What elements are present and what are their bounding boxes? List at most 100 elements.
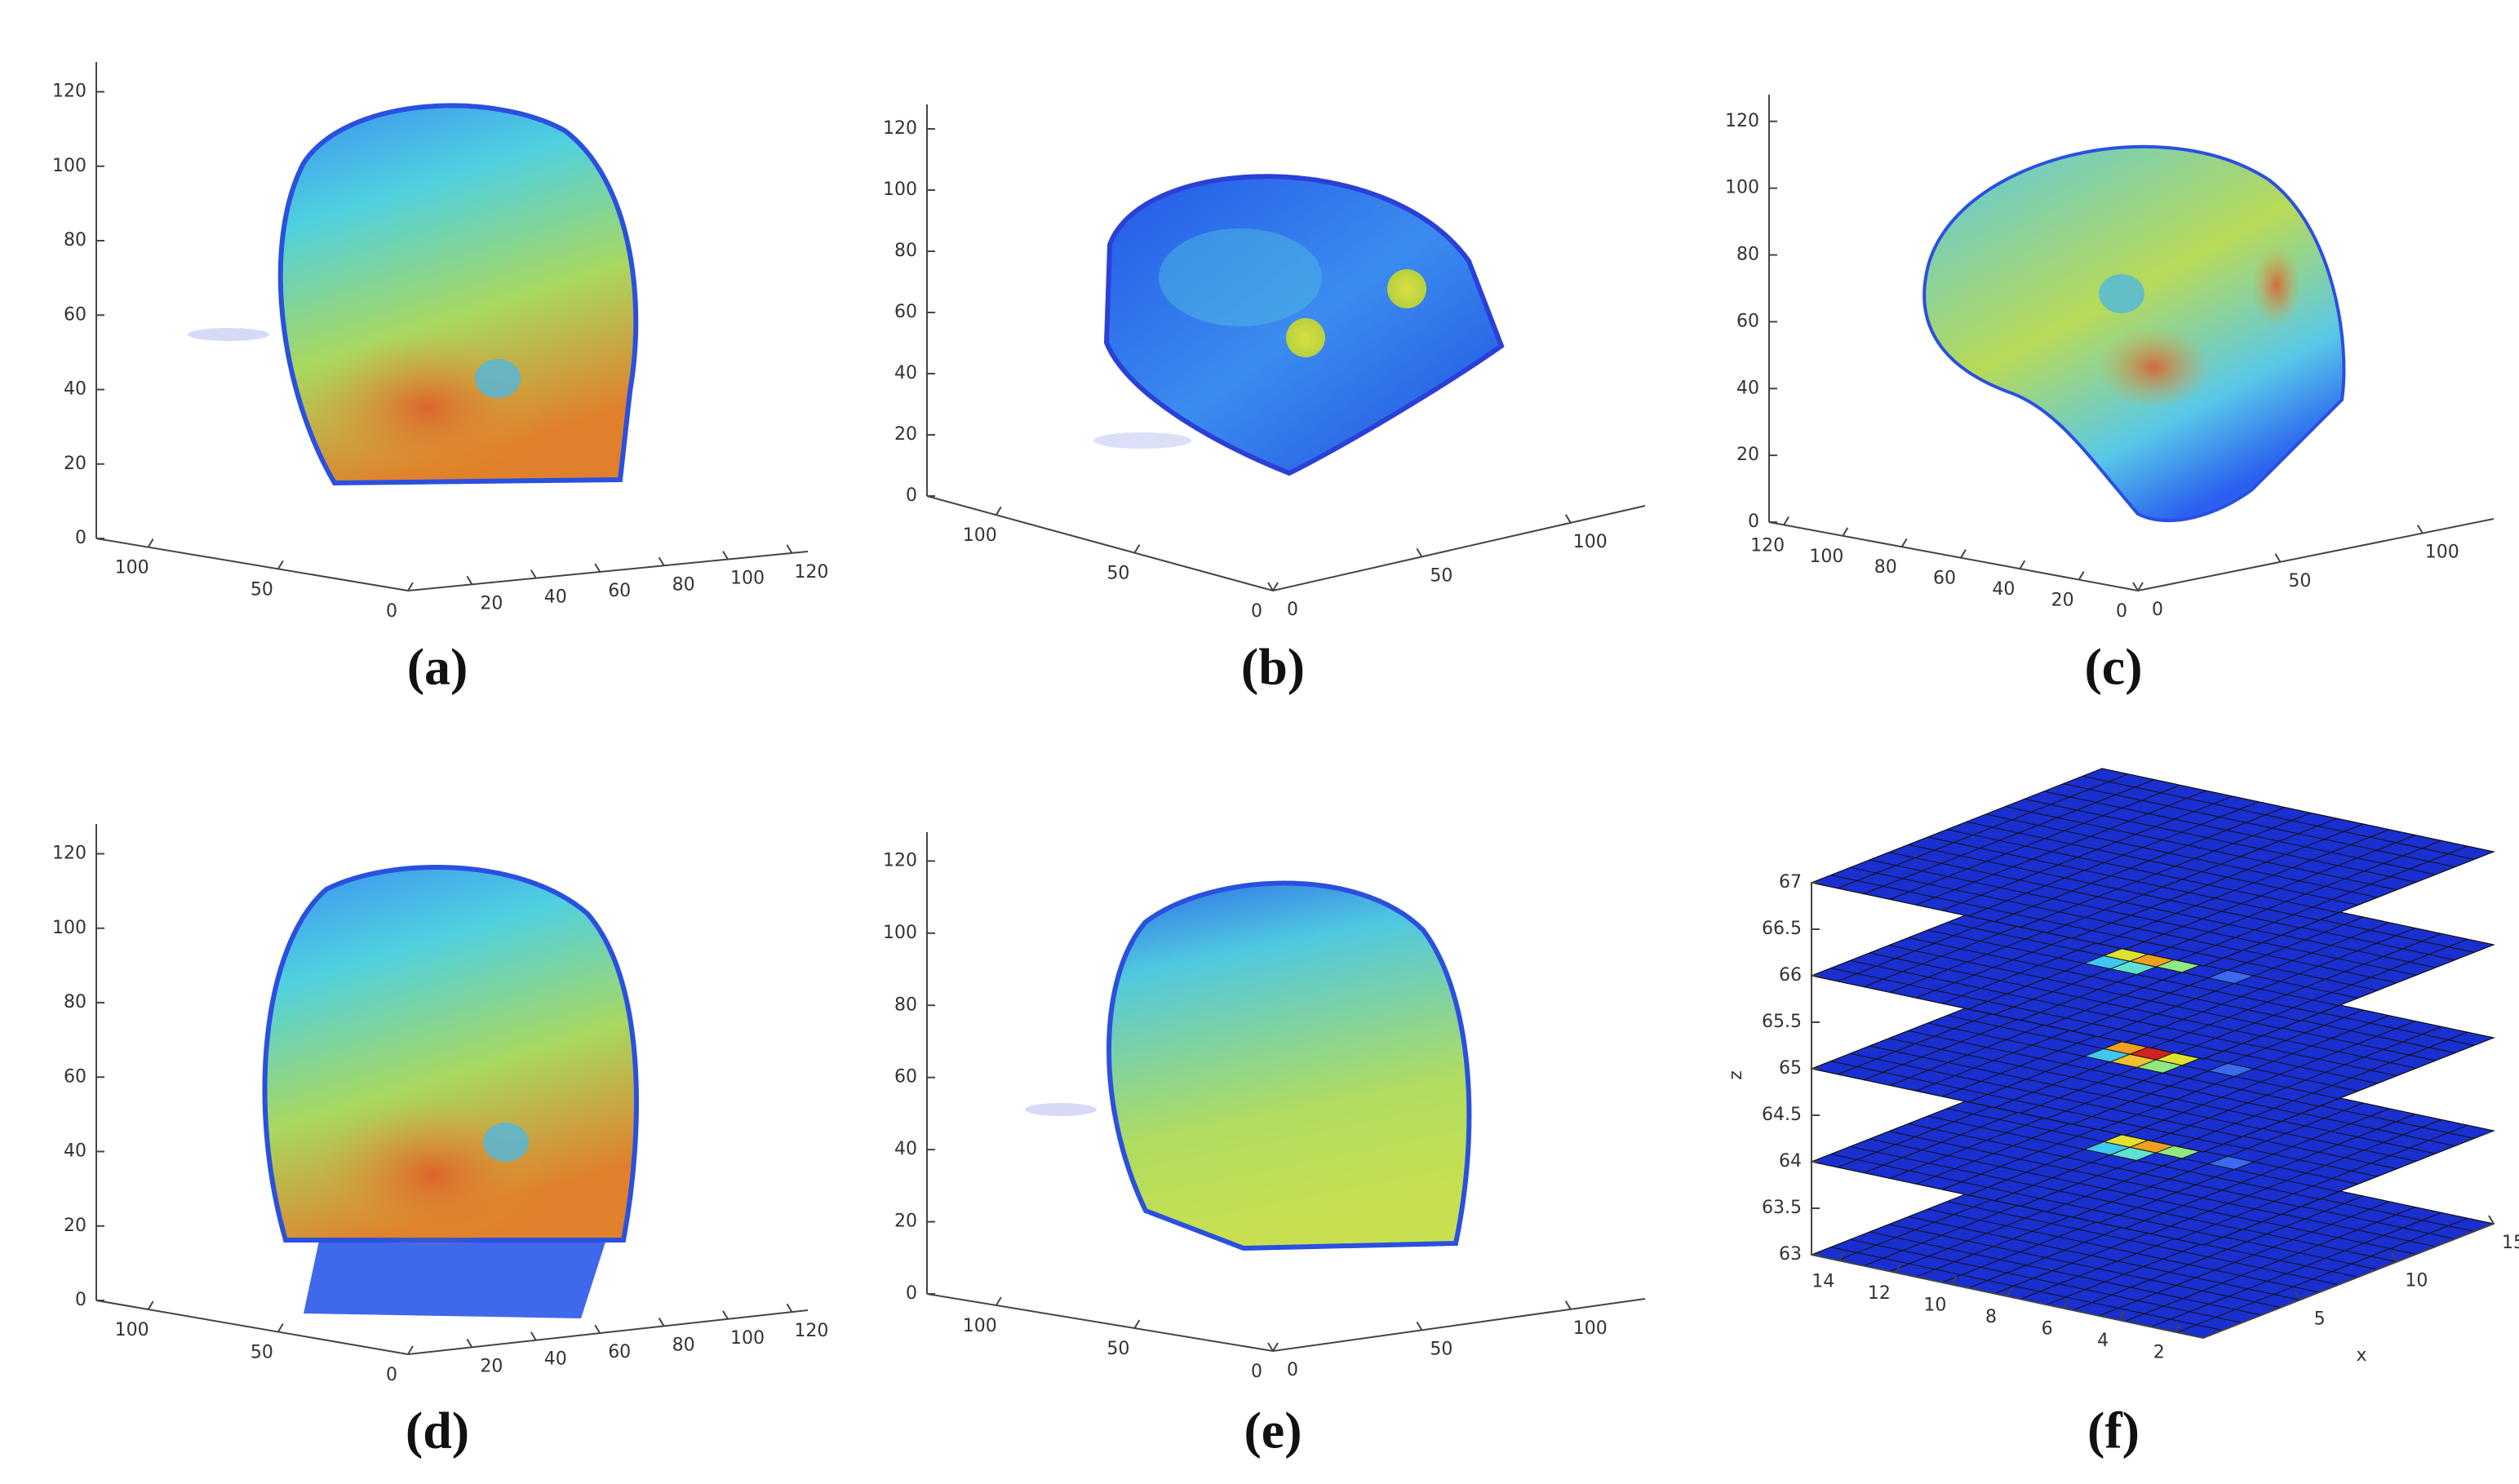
x-tick: [1564, 514, 1572, 524]
x-axis-label: x: [2356, 1345, 2366, 1366]
floor-axes: [95, 538, 809, 592]
slice-grid: [1947, 1015, 2339, 1100]
x-tick-label: 120: [794, 1321, 828, 1341]
slice-grid: [1830, 1247, 2223, 1331]
slice-grid: [1908, 844, 2300, 928]
y-tick-label: 0: [386, 601, 397, 622]
slice-grid: [1850, 959, 2242, 1044]
z-tick-label: 65: [1779, 1058, 1802, 1079]
slice-grid: [2063, 783, 2455, 868]
slice-grid: [2098, 922, 2390, 1038]
slice-grid: [1889, 784, 2181, 900]
x-tick-label: 100: [1573, 532, 1608, 552]
z-tick-label: 40: [64, 379, 86, 400]
slice-grid: [2176, 938, 2468, 1054]
x-tick: [658, 1317, 665, 1327]
x-tick-label: 0: [2152, 600, 2163, 620]
y-tick: [2174, 1323, 2181, 1333]
x-tick: [530, 569, 537, 579]
x-tick-label: 5: [2314, 1309, 2326, 1329]
z-tick-label: 40: [894, 1139, 917, 1159]
x-tick: [2391, 1253, 2398, 1263]
x-tick: [2294, 1291, 2301, 1300]
x-tick: [722, 1310, 729, 1320]
slice-grid: [2176, 1124, 2468, 1240]
y-tick-label: 14: [1812, 1271, 1834, 1291]
slice-grid: [2005, 806, 2397, 891]
x-tick-label: 10: [2405, 1271, 2428, 1291]
slice-grid: [1830, 1061, 2223, 1145]
y-tick: [995, 506, 1002, 516]
z-tick-label: 20: [1736, 445, 1759, 465]
z-tick-label: 65.5: [1762, 1012, 1802, 1032]
x-tick: [658, 556, 665, 566]
slice-grid: [1908, 1216, 2300, 1300]
x-tick-label: 15: [2502, 1233, 2519, 1253]
slice-grid: [1869, 1231, 2262, 1316]
x-tick: [1416, 1321, 1423, 1331]
y-tick: [277, 1322, 284, 1333]
y-tick-label: 40: [1992, 579, 2015, 600]
slice-grid: [2176, 1031, 2468, 1147]
slice-grid: [1869, 1138, 2262, 1223]
slice-grid: [2150, 1212, 2442, 1327]
slice-grid: [1888, 945, 2282, 1030]
slice-grid: [2150, 1119, 2442, 1234]
z-tick-label: 67: [1779, 872, 1802, 893]
y-tick-label: 20: [2051, 591, 2074, 611]
volume-render: [262, 864, 639, 1318]
y-tick-label: 2: [2153, 1343, 2165, 1363]
slice-grid: [1947, 1108, 2339, 1193]
slice-grid: [1863, 779, 2155, 895]
y-tick: [407, 582, 414, 591]
x-tick: [2274, 553, 2282, 563]
y-tick-label: 0: [1251, 601, 1262, 622]
x-tick-label: 60: [608, 581, 631, 601]
slice-grid: [2150, 839, 2442, 955]
z-tick-label: 40: [64, 1141, 86, 1162]
slice-grid: [2072, 916, 2364, 1032]
z-tick-label: 0: [906, 485, 917, 506]
x-tick-label: 40: [544, 1349, 567, 1370]
x-tick-label: 20: [480, 593, 503, 614]
z-tick-label: 80: [64, 230, 86, 250]
x-tick-label: 20: [480, 1356, 503, 1376]
y-tick-label: 60: [1933, 569, 1956, 589]
slice-grid: [1927, 836, 2320, 921]
y-tick: [2118, 1311, 2126, 1321]
x-tick-label: 50: [2288, 571, 2311, 591]
y-tick-label: 50: [251, 579, 273, 600]
y-tick: [1272, 1342, 1279, 1352]
y-tick-label: 50: [1106, 1339, 1129, 1359]
y-tick: [1133, 1319, 1141, 1329]
slice-grid: [2072, 823, 2364, 939]
z-tick-label: 60: [894, 1067, 917, 1088]
z-tick-label: 40: [1736, 378, 1759, 398]
x-tick: [466, 1338, 473, 1348]
panel-caption: (f): [2087, 1402, 2140, 1460]
volume-render: [1093, 174, 1505, 476]
slice-grid: [1888, 1131, 2282, 1216]
slice-grid: [2046, 817, 2338, 933]
slice-grid: [1888, 1038, 2282, 1123]
z-axis-label: z: [1726, 1070, 1746, 1080]
slice-grid: [1908, 1123, 2300, 1207]
z-tick-label: 100: [52, 918, 86, 938]
y-tick: [147, 538, 154, 548]
y-tick: [2019, 560, 2026, 569]
z-tick-label: 100: [52, 156, 86, 176]
slice-grid: [1967, 801, 2260, 917]
y-tick: [1950, 1275, 1958, 1285]
slice-grid: [2124, 1021, 2416, 1136]
y-tick-label: 4: [2097, 1331, 2109, 1351]
y-tick: [1838, 1251, 1846, 1261]
y-tick-label: 50: [1106, 564, 1129, 584]
x-tick: [786, 1303, 793, 1313]
y-tick: [147, 1300, 154, 1310]
x-tick-label: 100: [1573, 1318, 1608, 1339]
slice-grid: [1888, 852, 2282, 937]
slice-grid: [2176, 845, 2468, 961]
y-tick: [1842, 527, 1849, 537]
